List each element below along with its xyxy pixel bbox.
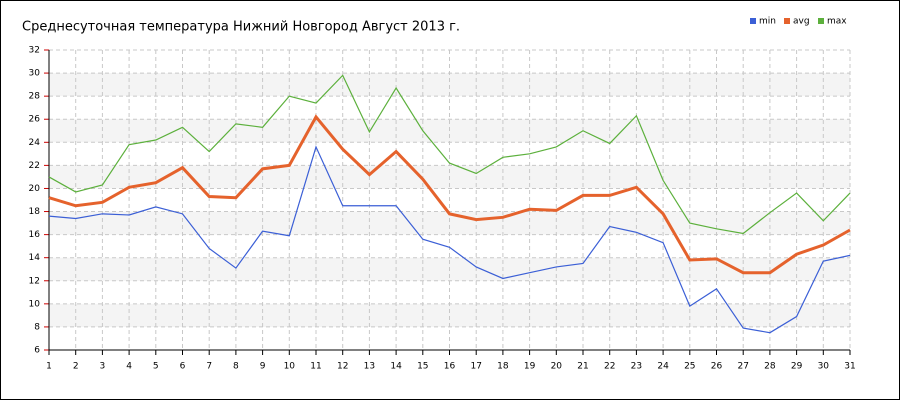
y-tick-label: 30 <box>29 69 41 79</box>
x-tick-label: 8 <box>233 362 239 372</box>
legend-label: max <box>827 17 847 27</box>
y-tick-label: 6 <box>34 346 40 356</box>
series-line <box>48 74 851 235</box>
x-tick-label: 14 <box>390 362 402 372</box>
x-tick-label: 6 <box>180 362 186 372</box>
x-tick-label: 31 <box>844 362 855 372</box>
grid-band <box>49 73 850 97</box>
x-tick-label: 17 <box>470 362 481 372</box>
y-tick-label: 22 <box>29 161 40 171</box>
y-tick-label: 26 <box>29 115 41 125</box>
legend-swatch <box>750 18 756 24</box>
legend-swatch <box>784 18 790 24</box>
y-tick-label: 16 <box>29 230 41 240</box>
y-tick-label: 8 <box>34 322 40 332</box>
x-tick-label: 21 <box>577 362 588 372</box>
x-tick-label: 30 <box>818 362 830 372</box>
x-tick-label: 24 <box>657 362 669 372</box>
x-tick-label: 19 <box>524 362 536 372</box>
x-tick-label: 29 <box>791 362 803 372</box>
y-tick-label: 10 <box>29 299 41 309</box>
y-tick-label: 12 <box>29 276 40 286</box>
x-tick-label: 2 <box>73 362 79 372</box>
x-tick-label: 20 <box>551 362 563 372</box>
legend-label: min <box>759 17 776 27</box>
x-tick-label: 3 <box>100 362 106 372</box>
x-tick-label: 7 <box>206 362 212 372</box>
x-tick-label: 16 <box>444 362 456 372</box>
y-tick-label: 18 <box>29 207 41 217</box>
y-tick-label: 24 <box>29 138 41 148</box>
series-line <box>48 114 851 275</box>
x-tick-label: 22 <box>604 362 615 372</box>
x-tick-label: 26 <box>711 362 723 372</box>
legend-label: avg <box>793 17 810 27</box>
x-tick-label: 12 <box>337 362 348 372</box>
x-tick-label: 11 <box>310 362 321 372</box>
x-tick-label: 27 <box>737 362 748 372</box>
x-tick-label: 28 <box>764 362 776 372</box>
x-tick-label: 15 <box>417 362 428 372</box>
y-tick-label: 32 <box>29 46 40 56</box>
x-tick-label: 23 <box>631 362 642 372</box>
x-tick-label: 4 <box>126 362 132 372</box>
x-tick-label: 1 <box>46 362 52 372</box>
y-tick-label: 20 <box>29 184 41 194</box>
x-tick-label: 9 <box>260 362 266 372</box>
x-tick-label: 18 <box>497 362 509 372</box>
x-tick-label: 10 <box>284 362 296 372</box>
y-tick-label: 14 <box>29 253 41 263</box>
grid-band <box>49 211 850 235</box>
x-tick-label: 5 <box>153 362 159 372</box>
legend-swatch <box>818 18 824 24</box>
x-tick-label: 13 <box>364 362 375 372</box>
chart-title: Среднесуточная температура Нижний Новгор… <box>22 20 460 35</box>
series-line <box>48 145 851 334</box>
x-tick-label: 25 <box>684 362 695 372</box>
y-tick-label: 28 <box>29 92 41 102</box>
grid-band <box>49 303 850 327</box>
